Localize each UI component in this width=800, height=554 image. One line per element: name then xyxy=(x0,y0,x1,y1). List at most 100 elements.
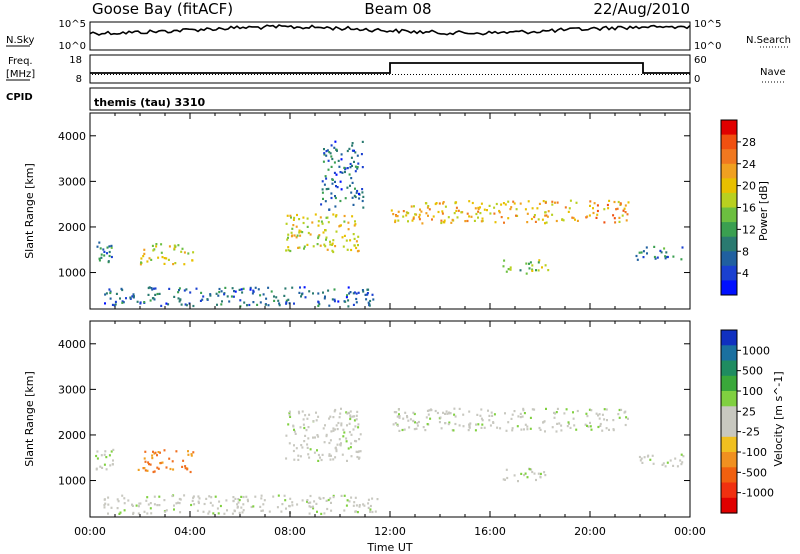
power-echo-cell xyxy=(108,250,111,254)
power-echo-cell xyxy=(199,299,202,302)
velocity-echo-cell xyxy=(332,427,335,430)
velocity-echo-cell xyxy=(444,422,447,425)
power-echo-cell xyxy=(402,210,405,213)
velocity-colorbar: 1000 500 100 25 -25 -100 -500 -1000 xyxy=(720,329,774,514)
power-echo-cell xyxy=(239,299,242,302)
velocity-echo-cell xyxy=(367,502,370,505)
power-echo-cell xyxy=(201,298,204,301)
velocity-echo-cell xyxy=(356,450,359,454)
velocity-echo-cell xyxy=(281,503,284,506)
velocity-echo-cell xyxy=(369,508,372,511)
velocity-echo-cell xyxy=(332,496,335,499)
velocity-colorbar-tick-label: -25 xyxy=(742,426,760,439)
velocity-echo-cell xyxy=(326,507,329,511)
power-echo-cell xyxy=(223,293,226,296)
velocity-echo-cell xyxy=(149,463,152,466)
velocity-echo-cell xyxy=(539,472,542,475)
power-echo-cell xyxy=(361,188,364,191)
power-echo-cell xyxy=(471,201,474,205)
power-echo-cell xyxy=(515,208,518,211)
power-echo-cell xyxy=(586,215,589,218)
velocity-echo-cell xyxy=(320,512,323,515)
power-echo-cell xyxy=(475,212,478,216)
power-echo-cell xyxy=(304,296,307,299)
velocity-echo-cell xyxy=(131,503,133,506)
power-echo-cell xyxy=(243,301,246,304)
power-echo-cell xyxy=(325,177,328,180)
power-echo-cell xyxy=(342,245,345,248)
velocity-echo-cell xyxy=(652,462,655,465)
power-echo-cell xyxy=(556,201,559,204)
velocity-echo-cell xyxy=(586,415,589,418)
velocity-echo-cell xyxy=(353,415,356,418)
velocity-echo-cell xyxy=(448,412,450,415)
power-echo-cell xyxy=(352,303,355,306)
power-echo-cell xyxy=(331,242,334,245)
power-echo-cell xyxy=(656,256,659,259)
power-echo-cell xyxy=(390,209,393,212)
power-echo-cell xyxy=(262,293,265,296)
velocity-echo-cell xyxy=(330,501,332,504)
velocity-echo-cell xyxy=(519,412,522,415)
velocity-echo-cell xyxy=(308,413,311,416)
velocity-echo-cell xyxy=(184,467,187,470)
velocity-echo-cell xyxy=(406,415,408,418)
power-echo-cell xyxy=(335,185,337,188)
velocity-echo-cell xyxy=(159,451,161,454)
power-echo-cell xyxy=(327,159,330,162)
power-echo-cell xyxy=(527,200,530,203)
power-echo-cell xyxy=(412,216,415,219)
velocity-echo-cell xyxy=(606,419,608,422)
velocity-echo-cell xyxy=(232,496,235,499)
velocity-echo-cell xyxy=(664,465,667,468)
velocity-echo-cell xyxy=(340,494,343,497)
velocity-echo-cell xyxy=(144,469,147,472)
power-echo-cell xyxy=(323,243,326,246)
power-echo-cell xyxy=(202,295,205,298)
velocity-echo-cell xyxy=(156,504,159,507)
velocity-echo-cell xyxy=(288,412,291,415)
velocity-echo-cell xyxy=(445,410,448,413)
velocity-echo-cell xyxy=(237,498,240,501)
power-plot-background xyxy=(90,113,690,309)
power-colorbar-tick-label: 28 xyxy=(742,136,756,149)
y-tick-label: 4000 xyxy=(58,338,86,351)
velocity-echo-cell xyxy=(307,501,310,505)
power-echo-cell xyxy=(603,208,606,211)
power-echo-cell xyxy=(336,186,339,189)
power-echo-cell xyxy=(352,233,355,236)
velocity-echo-cell xyxy=(280,510,283,513)
power-echo-region xyxy=(635,245,684,261)
power-echo-cell xyxy=(325,216,328,219)
velocity-echo-cell xyxy=(674,457,677,460)
power-echo-cell xyxy=(351,215,354,218)
velocity-echo-cell xyxy=(240,506,243,509)
velocity-echo-cell xyxy=(362,503,365,506)
velocity-echo-cell xyxy=(526,428,529,431)
power-echo-cell xyxy=(173,244,176,247)
velocity-echo-cell xyxy=(96,450,99,453)
velocity-colorbar-swatch xyxy=(721,436,737,453)
power-echo-cell xyxy=(371,293,374,296)
power-echo-cell xyxy=(613,200,616,204)
velocity-echo-cell xyxy=(334,428,336,431)
velocity-echo-cell xyxy=(293,458,296,461)
velocity-echo-cell xyxy=(587,425,590,428)
velocity-echo-cell xyxy=(232,499,235,503)
velocity-echo-cell xyxy=(440,427,443,430)
power-echo-cell xyxy=(232,295,235,298)
power-echo-cell xyxy=(488,204,491,207)
power-echo-cell xyxy=(419,208,421,211)
power-echo-cell xyxy=(513,202,516,205)
power-echo-cell xyxy=(464,220,467,223)
velocity-echo-cell xyxy=(539,428,542,431)
power-echo-cell xyxy=(335,173,338,176)
power-echo-cell xyxy=(103,250,106,253)
power-echo-cell xyxy=(519,269,522,272)
velocity-echo-cell xyxy=(211,504,214,507)
power-echo-cell xyxy=(254,286,257,289)
power-echo-cell xyxy=(625,219,628,222)
power-echo-cell xyxy=(98,259,101,262)
power-echo-cell xyxy=(306,243,309,246)
velocity-echo-cell xyxy=(426,423,429,426)
